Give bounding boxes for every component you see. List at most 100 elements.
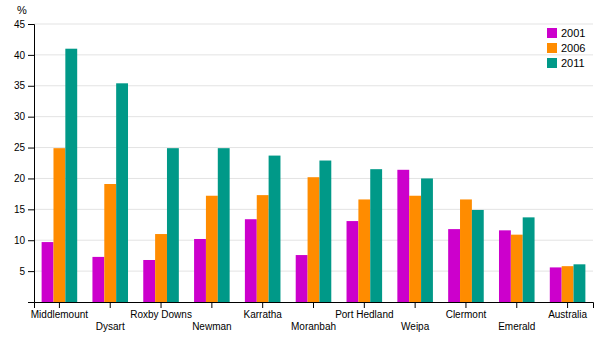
- y-tick: 10: [14, 235, 34, 246]
- grid-line: [34, 54, 593, 55]
- bar: [218, 148, 230, 302]
- bar: [562, 266, 574, 302]
- y-tick-label: 45: [14, 19, 26, 30]
- x-tick-label: Emerald: [498, 321, 535, 332]
- y-tick: 25: [14, 142, 34, 153]
- bar: [194, 239, 206, 302]
- grid-line: [34, 24, 593, 25]
- x-tick: Weipa: [401, 302, 430, 332]
- bar: [155, 234, 167, 302]
- x-tick: Port Hedland: [335, 302, 393, 320]
- bar: [397, 170, 409, 302]
- y-tick: 30: [14, 111, 34, 122]
- legend: 2001 2006 2011: [547, 27, 585, 69]
- x-axis-line: [35, 303, 594, 309]
- bar: [409, 196, 421, 302]
- bar: [269, 156, 281, 302]
- x-tick-label: Karratha: [244, 309, 283, 320]
- x-tick-mark: [516, 302, 517, 308]
- y-tick: 45: [14, 19, 34, 30]
- x-tick: Dysart: [96, 302, 125, 332]
- x-tick-mark: [415, 302, 416, 308]
- y-tick: 20: [14, 173, 34, 184]
- y-tick-label: 20: [14, 173, 26, 184]
- bar: [370, 169, 382, 302]
- bar: [257, 195, 269, 302]
- bar: [308, 177, 320, 302]
- x-tick-mark: [59, 302, 60, 308]
- x-tick-mark: [262, 302, 263, 308]
- bar: [206, 196, 218, 302]
- x-tick-label: Roxby Downs: [130, 309, 192, 320]
- x-tick: Australia: [548, 302, 587, 320]
- bar: [511, 235, 523, 302]
- bar: [42, 242, 54, 302]
- bar: [358, 199, 370, 302]
- bar: [143, 260, 155, 302]
- x-tick-mark: [364, 302, 365, 308]
- bar: [460, 199, 472, 302]
- bar: [448, 229, 460, 302]
- x-tick-mark: [211, 302, 212, 308]
- bar: [167, 148, 179, 302]
- legend-swatch: [547, 28, 557, 38]
- bar: [296, 255, 308, 302]
- x-tick-mark: [110, 302, 111, 308]
- y-tick-mark: [28, 24, 34, 25]
- bar: [550, 267, 562, 302]
- bar: [574, 264, 586, 302]
- bar: [523, 217, 535, 302]
- y-tick: 35: [14, 80, 34, 91]
- y-axis-label: %: [17, 4, 27, 16]
- y-tick-label: 10: [14, 235, 26, 246]
- y-tick-mark: [28, 86, 34, 87]
- y-tick-mark: [28, 178, 34, 179]
- y-tick-mark: [28, 271, 34, 272]
- x-tick-mark: [465, 302, 466, 308]
- bar: [347, 221, 359, 302]
- x-tick-mark: [161, 302, 162, 308]
- y-tick-label: 5: [19, 266, 25, 277]
- x-tick: Moranbah: [291, 302, 336, 332]
- y-tick: 40: [14, 50, 34, 61]
- legend-item: 2011: [547, 57, 585, 69]
- chart: 5 10 15 20 25 30 35 40 45 Middlemount Dysart Roxby …: [0, 0, 605, 340]
- legend-label: 2001: [561, 27, 585, 39]
- x-tick-label: Moranbah: [291, 321, 336, 332]
- bar: [104, 184, 116, 302]
- x-tick-label: Newman: [192, 321, 231, 332]
- y-tick: 15: [14, 204, 34, 215]
- bar: [53, 148, 65, 302]
- y-tick-label: 25: [14, 142, 26, 153]
- y-tick-mark: [28, 55, 34, 56]
- legend-item: 2001: [547, 27, 585, 39]
- legend-swatch: [547, 58, 557, 68]
- x-tick: Emerald: [498, 302, 535, 332]
- bar: [245, 219, 257, 302]
- legend-label: 2006: [561, 42, 585, 54]
- x-tick-label: Weipa: [401, 321, 430, 332]
- y-tick-label: 30: [14, 111, 26, 122]
- bar: [92, 257, 104, 302]
- legend-item: 2006: [547, 42, 585, 54]
- bar: [421, 178, 433, 302]
- x-axis: Middlemount Dysart Roxby DownsNewman Karrat…: [31, 302, 594, 332]
- x-tick-label: Australia: [548, 309, 587, 320]
- x-tick: Clermont: [446, 302, 487, 320]
- x-tick-mark: [567, 302, 568, 308]
- y-tick-mark: [28, 117, 34, 118]
- bar: [499, 230, 511, 302]
- bar: [319, 161, 331, 302]
- y-tick-mark: [28, 240, 34, 241]
- x-tick-label: Middlemount: [31, 309, 88, 320]
- bar: [116, 83, 128, 302]
- legend-label: 2011: [561, 57, 585, 69]
- x-tick: Roxby Downs: [130, 302, 192, 320]
- bars: [42, 49, 586, 302]
- x-tick: Karratha: [244, 302, 283, 320]
- y-axis: 5 10 15 20 25 30 35 40 45: [14, 19, 35, 303]
- y-tick-mark: [28, 148, 34, 149]
- y-tick-label: 40: [14, 50, 26, 61]
- x-tick: Newman: [192, 302, 231, 332]
- legend-swatch: [547, 43, 557, 53]
